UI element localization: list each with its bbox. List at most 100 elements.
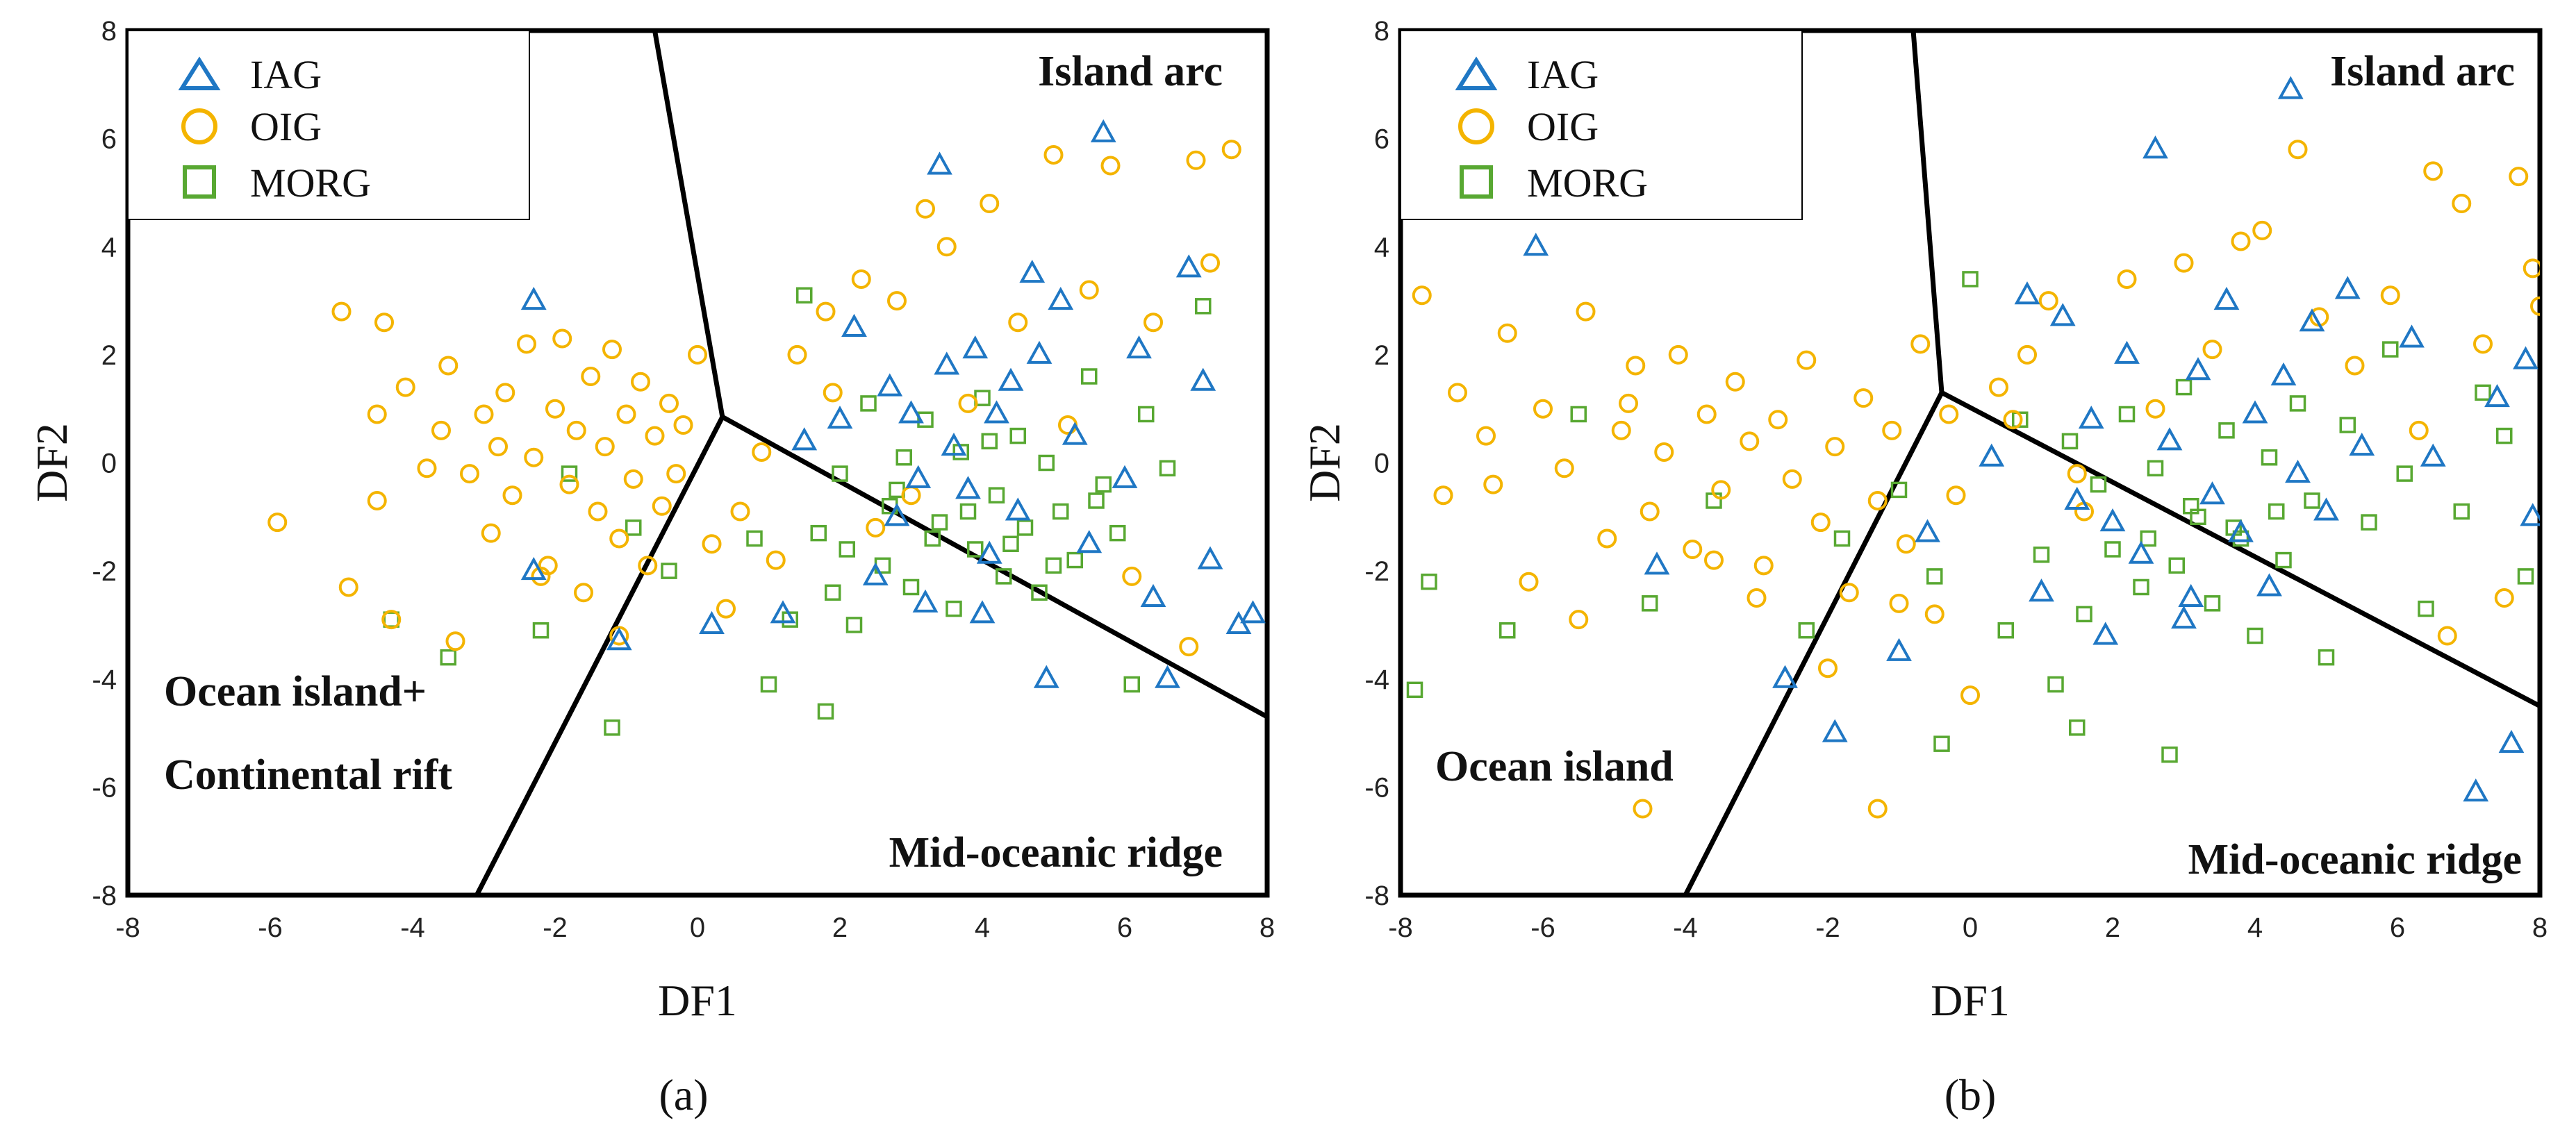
marker-iag <box>1225 610 1252 634</box>
marker-morg <box>2517 568 2534 585</box>
marker-iag <box>1190 367 1216 391</box>
marker-iag <box>1033 665 1059 688</box>
marker-morg <box>604 719 620 736</box>
y-tick-label: 6 <box>1374 124 1389 155</box>
marker-oig <box>1753 556 1774 576</box>
marker-iag <box>827 406 853 429</box>
marker-oig <box>1597 528 1617 549</box>
marker-morg <box>832 465 848 482</box>
marker-morg <box>810 524 827 542</box>
x-axis-label: DF1 <box>1931 976 2010 1025</box>
marker-morg <box>760 676 777 693</box>
marker-oig <box>1960 685 1980 706</box>
marker-oig <box>823 383 843 403</box>
marker-oig <box>1640 501 1660 522</box>
marker-iag <box>791 427 818 451</box>
marker-iag <box>1915 519 1940 542</box>
marker-oig <box>2252 220 2272 240</box>
region-label-island-arc: Island arc <box>2330 48 2515 95</box>
marker-morg <box>2090 476 2107 493</box>
marker-oig <box>566 420 586 440</box>
marker-oig <box>1946 485 1966 506</box>
y-tick-label: -6 <box>1364 772 1389 803</box>
marker-iag <box>520 557 547 581</box>
marker-oig <box>851 269 871 289</box>
marker-oig <box>1867 490 1888 510</box>
marker-morg <box>1045 557 1062 574</box>
x-tick-label: 2 <box>2105 913 2120 943</box>
marker-oig <box>488 437 508 457</box>
marker-morg <box>2496 427 2513 444</box>
marker-morg <box>532 622 550 639</box>
marker-oig <box>652 496 672 516</box>
boundary-line <box>652 31 725 419</box>
marker-morg <box>839 541 855 558</box>
marker-morg <box>2033 547 2050 563</box>
marker-iag <box>2213 286 2240 310</box>
marker-morg <box>1081 368 1098 385</box>
marker-oig <box>2473 334 2493 354</box>
marker-iag <box>2099 508 2126 532</box>
marker-iag <box>2463 778 2489 802</box>
y-tick-label: 2 <box>1374 340 1389 371</box>
marker-oig <box>752 442 772 462</box>
x-tick-label: -8 <box>115 913 140 943</box>
marker-iag <box>1026 340 1052 364</box>
marker-morg <box>996 568 1012 585</box>
marker-iag <box>2128 540 2154 564</box>
marker-oig <box>1554 458 1574 478</box>
marker-oig <box>524 447 544 467</box>
marker-oig <box>2380 285 2400 306</box>
marker-oig <box>1448 383 1467 403</box>
y-tick-labels: -8 -6 -4 -2 0 2 4 6 8 <box>1364 16 1389 911</box>
y-tick-label: -4 <box>1364 665 1389 695</box>
marker-morg <box>1088 492 1105 509</box>
x-tick-label: 4 <box>2247 913 2263 943</box>
marker-iag <box>905 465 932 488</box>
x-tick-labels: -8 -6 -4 -2 0 2 4 6 8 <box>1388 913 2548 943</box>
marker-iag <box>606 627 632 651</box>
marker-iag <box>2399 324 2425 348</box>
marker-morg <box>1016 519 1034 536</box>
marker-oig <box>631 372 650 392</box>
marker-oig <box>1200 253 1220 273</box>
marker-oig <box>1186 150 1206 170</box>
marker-morg <box>817 703 834 720</box>
marker-oig <box>688 344 707 365</box>
panel-b: -8 -6 -4 -2 0 2 4 6 8 -8 -6 -4 -2 0 2 4 6 8 IAG OIG MORG… <box>1300 16 2548 1119</box>
marker-oig <box>702 534 722 554</box>
y-tick-label: 0 <box>1374 449 1389 479</box>
marker-oig <box>980 194 1000 213</box>
marker-oig <box>1179 637 1199 657</box>
marker-morg <box>1997 622 2014 639</box>
region-label-mid-oceanic-ridge: Mid-oceanic ridge <box>2188 836 2522 883</box>
marker-iag <box>2178 583 2204 608</box>
marker-iag <box>1979 443 2005 467</box>
marker-morg <box>661 563 677 579</box>
x-tick-label: -8 <box>1388 913 1413 943</box>
marker-morg <box>988 487 1005 503</box>
marker-morg <box>561 465 578 482</box>
marker-morg <box>967 541 984 558</box>
marker-morg <box>895 449 912 466</box>
marker-oig <box>1839 583 1859 603</box>
marker-oig <box>1633 799 1653 819</box>
marker-oig <box>2345 356 2365 376</box>
marker-iag <box>1822 719 1848 742</box>
marker-oig <box>1569 610 1589 630</box>
marker-oig <box>887 291 907 311</box>
marker-oig <box>916 199 935 219</box>
marker-morg <box>825 584 841 601</box>
legend-box <box>1400 30 1803 220</box>
marker-morg <box>782 611 798 628</box>
marker-oig <box>1867 799 1888 819</box>
marker-morg <box>902 578 920 596</box>
marker-iag <box>2420 443 2446 467</box>
y-tick-label: 8 <box>101 16 117 47</box>
marker-oig <box>1483 474 1503 494</box>
marker-iag <box>927 151 952 175</box>
marker-iag <box>1019 260 1046 283</box>
legend-label-oig: OIG <box>1527 104 1599 149</box>
y-tick-label: 2 <box>101 340 117 371</box>
marker-oig <box>517 334 536 354</box>
